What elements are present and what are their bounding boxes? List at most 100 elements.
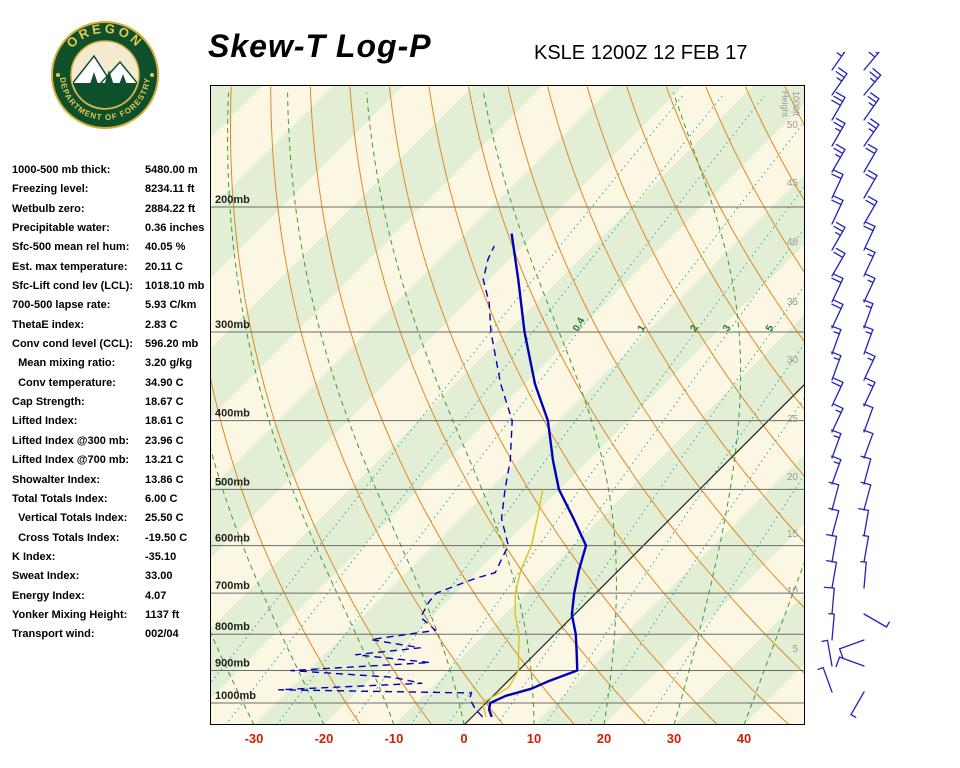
index-row: Yonker Mixing Height: 1137 ft [12, 606, 217, 625]
temp-tick-label: -30 [244, 731, 264, 746]
index-label: K Index: [12, 550, 56, 563]
index-row: Cross Totals Index: -19.50 C [12, 529, 217, 548]
page-title: Skew-T Log-P [208, 28, 432, 64]
index-value: 0.36 inches [145, 222, 205, 235]
index-label: Sfc-500 mean rel hum: [12, 241, 130, 254]
index-value: 5.93 C/km [145, 299, 197, 312]
index-value: 13.86 C [145, 473, 184, 486]
index-row: Est. max temperature: 20.11 C [12, 258, 217, 277]
index-value: 002/04 [145, 628, 179, 641]
index-value: 13.21 C [145, 454, 184, 467]
svg-text:5: 5 [792, 644, 798, 655]
index-label: Lifted Index @300 mb: [12, 434, 130, 447]
index-label: 700-500 lapse rate: [12, 299, 111, 312]
index-label: Mean mixing ratio: [12, 357, 116, 370]
index-label: ThetaE index: [12, 318, 85, 331]
index-label: Wetbulb zero: [12, 202, 85, 215]
index-value: 8234.11 ft [145, 183, 195, 196]
index-value: 4.07 [145, 589, 167, 602]
index-row: Wetbulb zero: 2884.22 ft [12, 200, 217, 219]
index-label: Energy Index: [12, 589, 85, 602]
index-row: Sfc-500 mean rel hum: 40.05 % [12, 238, 217, 257]
svg-text:25: 25 [787, 414, 799, 425]
index-label: Yonker Mixing Height: [12, 608, 128, 621]
index-label: Cross Totals Index: [12, 531, 120, 544]
index-row: ThetaE index: 2.83 C [12, 316, 217, 335]
index-row: Energy Index: 4.07 [12, 587, 217, 606]
index-label: Conv cond level (CCL): [12, 338, 134, 351]
svg-text:45: 45 [787, 178, 799, 189]
odf-logo: OREGON DEPARTMENT OF FORESTRY [51, 21, 159, 129]
index-row: Conv temperature: 34.90 C [12, 374, 217, 393]
index-value: 1137 ft [145, 608, 180, 621]
index-value: 20.11 C [145, 260, 183, 273]
index-value: 5480.00 m [145, 164, 198, 176]
svg-text:1000ft: 1000ft [791, 91, 801, 117]
svg-text:200mb: 200mb [215, 194, 250, 206]
index-row: Lifted Index @300 mb: 23.96 C [12, 432, 217, 451]
index-label: Vertical Totals Index: [12, 512, 128, 525]
index-label: Total Totals Index: [12, 492, 108, 505]
index-row: 700-500 lapse rate: 5.93 C/km [12, 296, 217, 315]
temp-tick-label: -20 [314, 731, 334, 746]
index-label: Freezing level: [12, 183, 89, 196]
index-row: Sweat Index: 33.00 [12, 567, 217, 586]
index-row: Cap Strength: 18.67 C [12, 393, 217, 412]
index-label: Conv temperature: [12, 376, 116, 389]
svg-text:5: 5 [764, 323, 777, 333]
temp-tick-label: -10 [384, 731, 404, 746]
index-label: Cap Strength: [12, 396, 85, 409]
index-label: Lifted Index: [12, 415, 78, 428]
index-row: Lifted Index @700 mb: 13.21 C [12, 451, 217, 470]
index-row: Showalter Index: 13.86 C [12, 471, 217, 490]
indices-panel: 1000-500 mb thick: 5480.00 m Freezing leve… [12, 161, 217, 645]
svg-text:Height: Height [780, 91, 790, 118]
index-value: 25.50 C [145, 512, 184, 525]
svg-text:400mb: 400mb [215, 408, 250, 420]
logo-star-left [56, 73, 60, 77]
index-row: Transport wind: 002/04 [12, 625, 217, 644]
index-value: 18.61 C [145, 415, 184, 428]
index-row: Freezing level: 8234.11 ft [12, 180, 217, 199]
index-label: Transport wind: [12, 628, 95, 641]
temp-tick-label: 0 [460, 731, 468, 746]
index-label: Est. max temperature: [12, 260, 128, 273]
index-value: 6.00 C [145, 492, 178, 505]
svg-text:500mb: 500mb [215, 476, 250, 488]
station-header: KSLE 1200Z 12 FEB 17 [534, 42, 748, 64]
index-row: Total Totals Index: 6.00 C [12, 490, 217, 509]
temp-tick-label: 10 [526, 731, 542, 746]
index-row: K Index: -35.10 [12, 548, 217, 567]
index-value: 40.05 % [145, 241, 186, 254]
skewt-plot: 0.4 1 2 3 5200mb300mb400mb500mb600mb700mb800… [210, 85, 805, 725]
wind-barb-panel [817, 52, 890, 718]
index-value: 18.67 C [145, 396, 184, 409]
svg-text:700mb: 700mb [215, 580, 250, 592]
index-value: -35.10 [145, 550, 177, 563]
svg-text:50: 50 [787, 120, 799, 131]
logo-star-right [150, 73, 154, 77]
index-value: 2884.22 ft [145, 202, 196, 215]
index-label: Sfc-Lift cond lev (LCL): [12, 280, 133, 293]
tree-icon [102, 70, 116, 92]
svg-text:2: 2 [688, 323, 701, 333]
svg-text:20: 20 [787, 472, 799, 483]
index-value: 596.20 mb [145, 338, 199, 351]
index-label: Showalter Index: [12, 473, 101, 486]
index-label: Sweat Index: [12, 570, 80, 583]
index-value: 3.20 g/kg [145, 357, 193, 370]
index-label: 1000-500 mb thick: [12, 164, 111, 176]
svg-text:10: 10 [787, 586, 799, 597]
index-row: Lifted Index: 18.61 C [12, 412, 217, 431]
index-value: 33.00 [145, 570, 173, 583]
tree-icon [88, 72, 100, 90]
index-row: 1000-500 mb thick: 5480.00 m [12, 161, 217, 180]
index-value: 1018.10 mb [145, 280, 205, 293]
index-row: Vertical Totals Index: 25.50 C [12, 509, 217, 528]
svg-text:15: 15 [787, 529, 799, 540]
svg-text:30: 30 [787, 355, 799, 366]
index-row: Precipitable water: 0.36 inches [12, 219, 217, 238]
index-row: Conv cond level (CCL): 596.20 mb [12, 335, 217, 354]
index-label: Lifted Index @700 mb: [12, 454, 130, 467]
